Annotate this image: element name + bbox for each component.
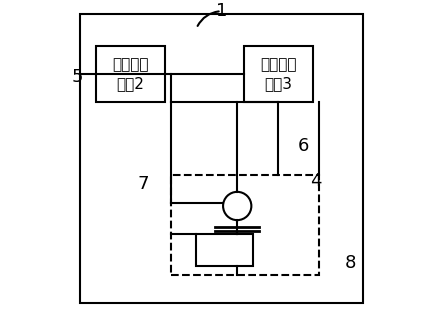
Text: 8: 8 (345, 253, 356, 271)
Text: 7: 7 (137, 175, 149, 193)
Text: 单元3: 单元3 (264, 76, 292, 91)
Bar (96, 46, 165, 102)
Bar (244, 46, 313, 102)
Text: 1: 1 (216, 2, 227, 20)
Text: 信号发生: 信号发生 (260, 57, 296, 72)
Text: 4: 4 (310, 172, 322, 190)
Bar (171, 174, 319, 275)
Text: 信号同步: 信号同步 (112, 57, 148, 72)
Text: 6: 6 (298, 137, 309, 155)
Text: 单元2: 单元2 (117, 76, 144, 91)
Text: 5: 5 (71, 68, 83, 86)
Bar (196, 234, 253, 266)
